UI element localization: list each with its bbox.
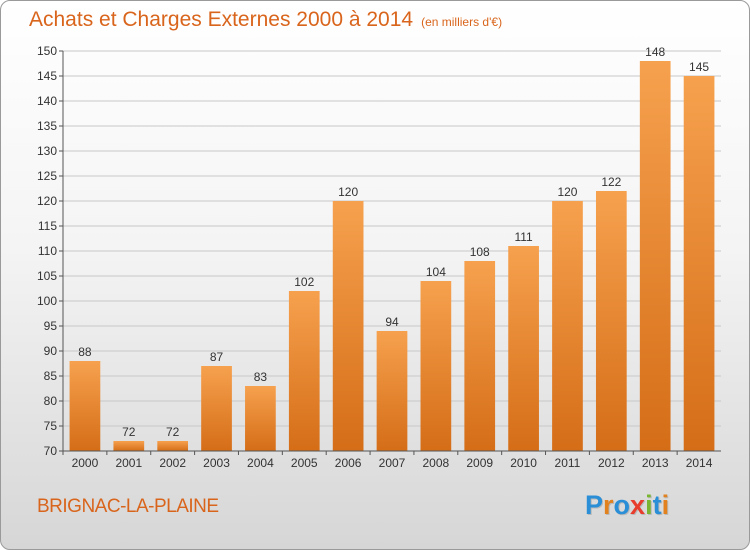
x-tick-label: 2009 (466, 456, 493, 470)
x-tick-label: 2011 (555, 456, 581, 470)
value-label: 104 (426, 265, 446, 279)
bar (201, 366, 232, 451)
y-tick-label: 100 (37, 294, 57, 308)
x-tick-label: 2005 (291, 456, 318, 470)
y-tick-label: 135 (37, 119, 57, 133)
y-tick-label: 125 (37, 169, 57, 183)
x-tick-label: 2014 (686, 456, 713, 470)
bar (464, 261, 496, 451)
bar (639, 61, 671, 451)
y-tick-label: 145 (37, 69, 57, 83)
y-tick-label: 95 (44, 319, 58, 333)
y-tick-label: 90 (44, 344, 58, 358)
value-label: 72 (122, 425, 136, 439)
axes (62, 51, 721, 452)
value-label: 83 (254, 370, 268, 384)
bar (288, 291, 320, 451)
value-label: 87 (210, 350, 224, 364)
bar (245, 386, 276, 451)
y-tick-label: 80 (44, 394, 58, 408)
bar (332, 201, 364, 451)
y-tick-label: 85 (44, 369, 58, 383)
value-label: 111 (514, 230, 533, 244)
commune-name: BRIGNAC-LA-PLAINE (37, 496, 219, 517)
bars (69, 61, 715, 451)
value-label: 88 (78, 345, 92, 359)
bar (69, 361, 101, 451)
y-tick-label: 140 (37, 94, 57, 108)
x-tick-label: 2010 (510, 456, 537, 470)
logo-letter: P (585, 490, 604, 520)
value-label: 145 (689, 60, 709, 74)
value-label: 148 (645, 45, 665, 59)
bar (595, 191, 627, 451)
chart-title-text: Achats et Charges Externes 2000 à 2014 (29, 8, 414, 31)
logo-letter: i (661, 490, 670, 520)
proxiti-logo: Proxiti (585, 490, 669, 521)
y-tick-label: 110 (38, 244, 57, 258)
bar (157, 441, 189, 451)
value-label: 120 (557, 185, 577, 199)
bar (420, 281, 452, 451)
unit-label: (en milliers d'€) (421, 15, 503, 29)
y-tick-label: 105 (37, 269, 57, 283)
bar (376, 331, 408, 451)
y-tick-label: 130 (37, 144, 57, 158)
value-label: 122 (601, 175, 621, 189)
x-tick-label: 2008 (423, 456, 450, 470)
logo-letter: r (603, 490, 614, 520)
x-tick-labels: 2000 2001 2002 2003 2004 2005 2006 2007 2008 2009… (62, 451, 713, 470)
bar (113, 441, 145, 451)
bar (508, 246, 539, 451)
logo-letter: x (630, 490, 646, 520)
value-label: 120 (338, 185, 358, 199)
value-labels: 88 72 72 87 83 102 120 94 104 108 111 120 122 148 145 (78, 45, 709, 439)
value-label: 108 (470, 245, 490, 259)
x-tick-label: 2007 (379, 456, 406, 470)
y-tick-label: 70 (44, 444, 58, 458)
bar (683, 76, 715, 451)
x-tick-label: 2001 (115, 456, 142, 470)
y-tick-label: 115 (38, 219, 57, 233)
x-tick-label: 2000 (72, 456, 99, 470)
value-label: 72 (166, 425, 180, 439)
x-tick-label: 2002 (159, 456, 186, 470)
value-label: 94 (385, 315, 399, 329)
x-tick-label: 2006 (335, 456, 362, 470)
y-tick-label: 75 (44, 419, 58, 433)
x-tick-label: 2004 (247, 456, 274, 470)
x-tick-label: 2013 (642, 456, 669, 470)
logo-letter: o (613, 490, 631, 520)
x-tick-label: 2012 (598, 456, 625, 470)
bar (552, 201, 583, 451)
logo-letter: t (652, 490, 662, 520)
y-tick-labels: 70 75 80 85 90 95 100 105 110 115 120 125 130 135 140 1… (37, 44, 57, 458)
value-label: 102 (294, 275, 314, 289)
x-tick-label: 2003 (203, 456, 230, 470)
chart-title: Achats et Charges Externes 2000 à 2014 (e… (29, 8, 502, 32)
y-tick-label: 120 (37, 194, 57, 208)
logo-letter: i (645, 490, 653, 520)
y-tick-label: 150 (37, 44, 57, 58)
